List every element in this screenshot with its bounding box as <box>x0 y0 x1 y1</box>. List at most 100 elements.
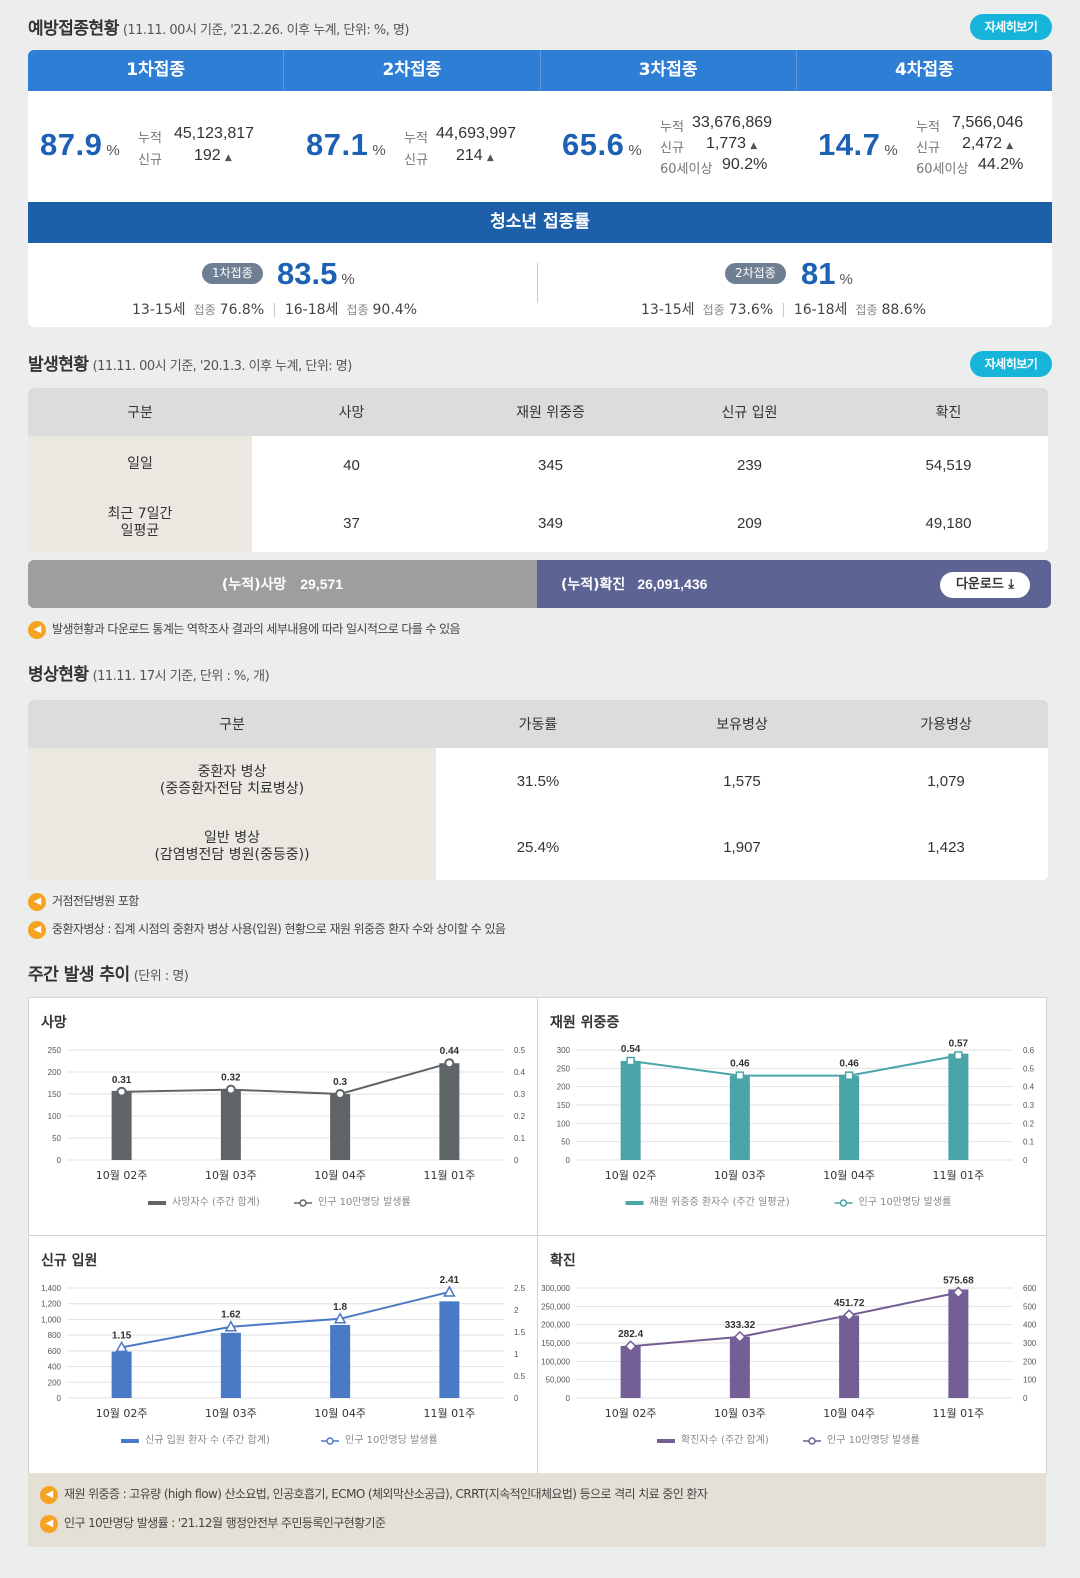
vaccination-title: 예방접종현황 (11.11. 00시 기준, '21.2.26. 이후 누계, 단… <box>28 19 410 39</box>
chart-death-svg: 0 50 100 150 200 250 0 0.1 0.2 0.3 0.4 0.5 10월 02주 10… <box>48 1046 526 1208</box>
y-tick-label: 0 <box>566 1156 571 1165</box>
beds-header-row: 구분 가동률 보유병상 가용병상 <box>28 700 1048 748</box>
dose-1-cell: 87.9% 누적 45,123,817 신규 192 ▲ <box>40 125 255 168</box>
dose-4-over60: 44.2% <box>978 156 1024 173</box>
speaker-icon: ◀ <box>40 1514 58 1533</box>
beds-title: 병상현황 (11.11. 17시 기준, 단위 : %, 개) <box>28 665 270 685</box>
y-tick-label: 800 <box>48 1331 62 1340</box>
y-tick-label: 200 <box>48 1068 62 1077</box>
dose-1-new: 192 <box>194 147 221 164</box>
y-tick-label: 100,000 <box>541 1357 570 1366</box>
table-row: 일반 병상 (감염병전담 병원(중등중)) 25.4% 1,907 1,423 <box>28 814 1048 880</box>
chart-admission-svg: 0 200 400 600 800 1,000 1,200 1,400 0 0.5 1 1.5 2 2.5… <box>41 1275 526 1446</box>
y2-tick-label: 0 <box>514 1156 519 1165</box>
bar <box>220 1089 241 1160</box>
up-triangle-icon: ▲ <box>224 153 232 163</box>
y2-tick-label: 0.6 <box>1023 1046 1035 1055</box>
youth-header: 청소년 접종률 <box>28 202 1052 243</box>
footnotes: ◀ 재원 위중증 : 고유량 (high flow) 산소요법, 인공호흡기, E… <box>28 1473 1046 1547</box>
footnote-1: ◀ 재원 위중증 : 고유량 (high flow) 산소요법, 인공호흡기, E… <box>40 1485 708 1504</box>
footnote-2: ◀ 인구 10만명당 발생률 : '21.12월 행정안전부 주민등록인구현황기준 <box>40 1514 386 1533</box>
rate-marker <box>224 1320 238 1332</box>
y2-tick-label: 0.1 <box>1023 1138 1035 1147</box>
x-tick-label: 10월 03주 <box>714 1169 766 1182</box>
y2-tick-label: 2 <box>514 1306 519 1315</box>
y-tick-label: 200,000 <box>541 1321 570 1330</box>
dose-body: 87.9% 누적 45,123,817 신규 192 ▲ 87.1% 누적 44… <box>28 91 1052 202</box>
dose-header: 1차접종 2차접종 3차접종 4차접종 <box>28 50 1052 91</box>
vaccination-more-button[interactable]: 자세히보기 <box>970 14 1052 40</box>
x-tick-label: 11월 01주 <box>424 1169 476 1182</box>
x-tick-label: 10월 02주 <box>605 1169 657 1182</box>
bar <box>330 1324 351 1398</box>
rate-marker <box>624 1340 637 1353</box>
y-tick-label: 200 <box>557 1083 571 1092</box>
x-tick-label: 10월 04주 <box>823 1407 875 1420</box>
bar <box>330 1094 351 1160</box>
rate-marker <box>225 1084 236 1095</box>
data-label: 282.4 <box>618 1329 643 1340</box>
y2-tick-label: 0.5 <box>1023 1064 1035 1073</box>
data-label: 0.32 <box>221 1073 241 1084</box>
y-tick-label: 250,000 <box>541 1302 570 1311</box>
dose-4-cell: 14.7% 누적 7,566,046 신규 2,472 ▲ 60세이상 44.2… <box>818 114 1024 177</box>
col-available-beds: 가용병상 <box>844 700 1048 748</box>
youth-dose-1-percent: 83.5% <box>277 256 355 291</box>
up-triangle-icon: ▲ <box>750 141 758 151</box>
rate-marker <box>626 1056 635 1066</box>
y2-tick-label: 0 <box>1023 1394 1028 1403</box>
legend-marker <box>839 1199 848 1207</box>
rate-line <box>630 1291 959 1348</box>
cumulative-confirmed-value: 26,091,436 <box>637 576 708 592</box>
data-label: 0.46 <box>839 1059 859 1070</box>
y-tick-label: 50,000 <box>546 1376 571 1385</box>
rate-line <box>121 1062 450 1096</box>
youth-dose-2-percent: 81% <box>801 256 853 291</box>
y-tick-label: 0 <box>57 1394 62 1403</box>
dose-4-percent: 14.7% <box>818 127 899 162</box>
y-tick-label: 1,200 <box>41 1300 62 1309</box>
x-tick-label: 10월 02주 <box>96 1169 148 1182</box>
x-tick-label: 10월 04주 <box>314 1407 366 1420</box>
y2-tick-label: 0.4 <box>514 1068 526 1077</box>
dose-2-cell: 87.1% 누적 44,693,997 신규 214 ▲ <box>306 125 517 168</box>
y2-tick-label: 300 <box>1023 1339 1037 1348</box>
legend-swatch <box>625 1201 644 1205</box>
x-tick-label: 10월 04주 <box>823 1169 875 1182</box>
y2-tick-label: 0.2 <box>514 1112 526 1121</box>
legend-marker <box>808 1437 816 1445</box>
rate-marker <box>115 1340 128 1353</box>
rate-marker <box>335 1089 346 1099</box>
weekly-title: 주간 발생 추이 (단위 : 명) <box>28 965 189 985</box>
chart-death: 사망 0 50 100 150 200 250 0 0.1 0.2 0.3 0.4 0.5 10월 02… <box>28 997 538 1236</box>
legend-marker <box>326 1437 334 1445</box>
data-label: 0.57 <box>949 1039 969 1050</box>
rate-marker <box>443 1285 456 1297</box>
rate-marker <box>444 1058 455 1069</box>
y2-tick-label: 100 <box>1023 1376 1037 1385</box>
data-label: 1.15 <box>112 1330 132 1341</box>
y2-tick-label: 400 <box>1023 1321 1037 1330</box>
youth-divider <box>537 263 538 303</box>
bar <box>948 1289 969 1398</box>
data-label: 575.68 <box>943 1275 974 1286</box>
beds-table: 구분 가동률 보유병상 가용병상 중환자 병상 (중증환자전담 치료병상) 31… <box>28 700 1048 880</box>
x-tick-label: 10월 03주 <box>205 1169 257 1182</box>
data-label: 0.3 <box>333 1077 347 1088</box>
y2-tick-label: 0.3 <box>1023 1101 1035 1110</box>
x-tick-label: 10월 04주 <box>314 1169 366 1182</box>
occurrence-more-button[interactable]: 자세히보기 <box>970 351 1052 377</box>
rate-line <box>121 1290 450 1349</box>
y-tick-label: 0 <box>566 1394 571 1403</box>
data-label: 1.62 <box>221 1310 241 1321</box>
y2-tick-label: 0.2 <box>1023 1119 1035 1128</box>
y-tick-label: 100 <box>48 1112 62 1121</box>
x-tick-label: 10월 02주 <box>605 1407 657 1420</box>
chart-confirmed-svg: 0 50,000 100,000 150,000 200,000 250,000 300,0… <box>541 1275 1037 1446</box>
legend-label: 인구 10만명당 발생률 <box>318 1196 411 1208</box>
bar <box>839 1075 860 1160</box>
bar <box>111 1090 132 1160</box>
bar <box>220 1332 241 1398</box>
download-button[interactable]: 다운로드 ⤓ <box>940 572 1030 598</box>
y-tick-label: 150,000 <box>541 1339 570 1348</box>
